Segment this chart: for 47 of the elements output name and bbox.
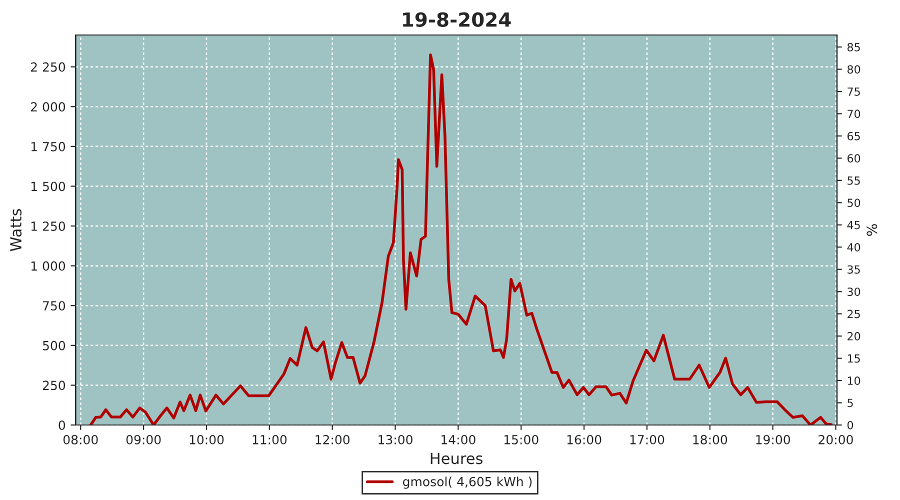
y2-axis-title: %	[866, 224, 878, 236]
x-tick-label: 19:00	[756, 434, 790, 444]
line-series	[89, 54, 833, 425]
x-tick-label: 09:00	[126, 434, 161, 444]
y2-tick-label: 60	[848, 154, 860, 163]
x-tick-label: 13:00	[378, 434, 412, 444]
x-tick-label: 10:00	[190, 434, 224, 444]
x-tick-label: 15:00	[504, 434, 538, 444]
y2-tick-label: 50	[848, 198, 860, 208]
y-tick-label: 1 000	[31, 261, 66, 271]
y2-tick-label: 5	[848, 398, 853, 408]
x-tick-label: 16:00	[567, 434, 602, 444]
y-tick-label: 2 250	[31, 62, 66, 72]
y2-tick-label: 70	[848, 110, 860, 118]
x-tick-label: 11:00	[252, 434, 287, 444]
x-tick-label: 18:00	[693, 434, 728, 444]
y2-tick-label: 85	[847, 42, 860, 52]
y-tick-label: 500	[42, 340, 66, 350]
y2-tick-label: 40	[847, 243, 860, 252]
x-tick-label: 20:00	[818, 434, 853, 444]
y-tick-label: 1 750	[31, 142, 66, 152]
x-tick-label: 17:00	[630, 434, 664, 444]
chart-title: 19-8-2024	[403, 12, 511, 27]
y2-tick-label: 0	[847, 420, 854, 430]
y2-tick-label: 45	[847, 221, 860, 230]
y2-tick-label: 30	[848, 288, 860, 296]
y-tick-label: 1 500	[31, 182, 66, 192]
y-tick-label: 1 250	[31, 221, 66, 231]
x-axis-title: Heures	[430, 452, 482, 464]
y2-tick-label: 55	[848, 176, 860, 185]
y-tick-label: 750	[43, 301, 66, 311]
y2-tick-label: 75	[848, 88, 860, 96]
y-axis-title: Watts	[10, 209, 22, 252]
y2-tick-label: 80	[847, 65, 860, 74]
y2-tick-label: 20	[848, 332, 860, 340]
y-tick-label: 250	[42, 380, 66, 390]
y2-tick-label: 15	[848, 354, 860, 363]
x-tick-label: 14:00	[442, 434, 476, 444]
x-tick-label: 12:00	[316, 434, 350, 444]
y-tick-label: 0	[58, 420, 66, 430]
y2-tick-label: 25	[848, 310, 860, 318]
y2-tick-label: 35	[848, 265, 860, 274]
y2-tick-label: 65	[848, 132, 860, 140]
legend-label: gmosol( 4,605 kWh )	[403, 476, 532, 489]
x-tick-label: 08:00	[63, 434, 98, 444]
y2-tick-label: 10	[848, 376, 860, 385]
y-tick-label: 2 000	[31, 102, 66, 112]
